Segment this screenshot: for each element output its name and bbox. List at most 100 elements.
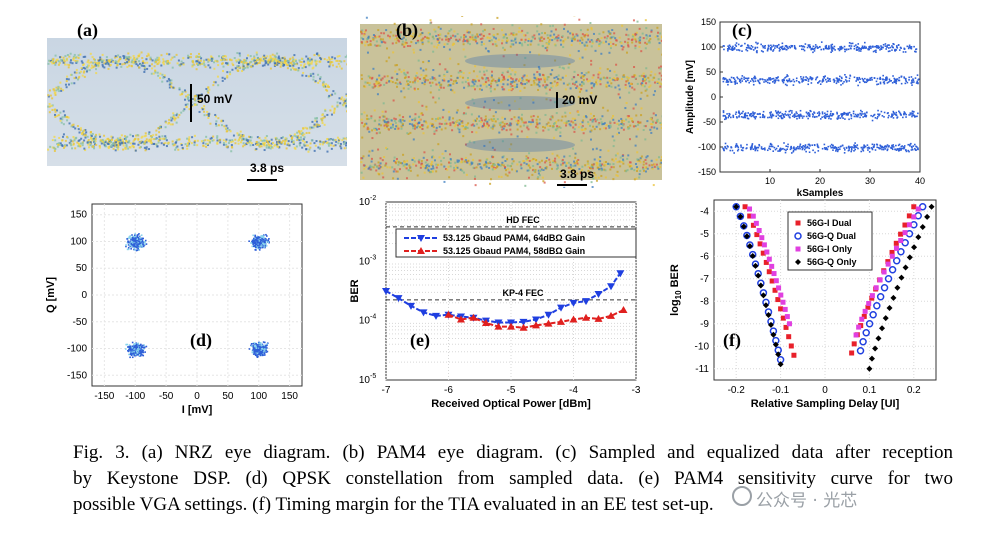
x-tick-label: 50 <box>222 391 234 402</box>
data-point <box>783 324 789 330</box>
data-point <box>861 313 867 319</box>
data-point <box>898 274 905 281</box>
constellation-cluster <box>124 341 148 359</box>
data-point <box>784 314 790 320</box>
x-axis-label: Received Optical Power [dBm] <box>431 398 591 410</box>
y-tick-label: -9 <box>700 319 709 330</box>
data-point <box>902 222 908 228</box>
data-point <box>594 290 603 298</box>
data-point <box>780 315 786 321</box>
y-tick-label: 10 <box>359 197 371 208</box>
data-point <box>742 204 748 210</box>
data-point <box>795 259 801 265</box>
data-point <box>763 259 769 265</box>
panel-a: (a) 50 mV 3.8 ps <box>47 16 347 188</box>
data-point <box>457 315 465 323</box>
caption-line-3: possible VGA settings. (f) Timing margin… <box>73 494 714 515</box>
data-point <box>893 245 899 251</box>
data-point <box>778 292 784 298</box>
data-point <box>753 220 759 226</box>
data-point <box>752 262 759 269</box>
panel-d: 150 100 50 0 -50 -100 -150 -150 -100 -50 0 50 100 150… <box>40 200 350 420</box>
timing-series <box>733 203 935 372</box>
data-point <box>757 241 763 247</box>
data-point <box>853 332 859 338</box>
data-point <box>886 305 893 311</box>
eye-width-annotation: 3.8 ps <box>250 161 285 175</box>
x-axis-label: Relative Sampling Delay [UI] <box>751 398 900 410</box>
x-tick-label: 150 <box>281 391 298 402</box>
caption-line-1: Fig. 3. (a) NRZ eye diagram. (b) PAM4 ey… <box>73 442 953 463</box>
watermark-icon <box>732 486 752 506</box>
data-point <box>766 256 772 262</box>
data-point <box>880 284 889 292</box>
y-tick-label: -6 <box>700 251 709 262</box>
data-point <box>869 295 875 301</box>
x-axis-label: I [mV] <box>182 404 213 416</box>
data-point <box>616 270 625 278</box>
data-point <box>873 285 879 291</box>
legend-entry: 56G-Q Only <box>807 257 857 267</box>
data-point <box>532 321 540 329</box>
y-tick-label: 10 <box>359 316 371 327</box>
y-tick-label: -7 <box>700 274 709 285</box>
panel-b: (b) 20 mV 3.8 ps <box>360 16 662 188</box>
data-point <box>869 293 875 299</box>
data-point <box>876 293 885 301</box>
data-point <box>769 263 775 269</box>
x-tick-label: 0 <box>194 391 200 402</box>
y-tick-label: -100 <box>698 142 716 152</box>
pam4-eye-diagram <box>360 16 662 188</box>
amplitude-level-band <box>722 41 918 54</box>
y-axis-label: BER <box>350 279 361 302</box>
y-tick-label: 10 <box>359 256 371 267</box>
data-point <box>862 308 868 314</box>
data-point <box>902 230 908 236</box>
data-point <box>782 306 788 312</box>
x-tick-label: 0.1 <box>862 385 876 396</box>
data-point <box>419 309 428 317</box>
data-point <box>544 319 553 327</box>
y-tick-label: 0 <box>711 92 716 102</box>
data-point <box>759 235 765 241</box>
legend-entry: 53.125 Gbaud PAM4, 58dBΩ Gain <box>443 246 585 256</box>
data-point <box>865 320 874 328</box>
data-point <box>740 223 747 230</box>
y-tick-label: 100 <box>70 236 87 247</box>
timing-series <box>747 206 921 338</box>
data-point <box>778 306 784 312</box>
series-line <box>385 272 622 324</box>
x-tick-label: 20 <box>815 176 825 186</box>
y-tick-exponent: -2 <box>370 195 376 202</box>
y-tick-label: -8 <box>700 296 709 307</box>
data-point <box>859 316 865 322</box>
data-point <box>519 318 528 326</box>
eye-width-arrow <box>247 179 277 181</box>
y-axis-label: log10 BER <box>669 264 683 316</box>
panel-f-label: (f) <box>723 330 741 350</box>
data-point <box>544 311 553 319</box>
data-point <box>743 233 750 240</box>
data-point <box>786 321 792 327</box>
data-point <box>750 213 756 219</box>
panel-b-label: (b) <box>396 20 418 40</box>
y-tick-label: -50 <box>73 317 88 328</box>
legend-entry: 56G-I Only <box>807 244 852 254</box>
data-point <box>928 203 935 210</box>
chart-legend: 56G-I Dual 56G-Q Dual 56G-I Only 56G-Q Only <box>787 211 873 271</box>
y-tick-label: -4 <box>700 206 709 217</box>
y-tick-label: -5 <box>700 229 709 240</box>
constellation-cluster <box>125 233 148 252</box>
data-point <box>607 311 615 319</box>
data-point <box>750 222 756 228</box>
data-point <box>889 249 895 255</box>
series-line <box>448 309 624 329</box>
data-point <box>494 322 503 330</box>
data-point <box>911 244 918 251</box>
data-point <box>777 361 784 368</box>
constellation-cluster <box>248 233 270 251</box>
data-point <box>866 365 873 372</box>
data-point <box>882 315 889 322</box>
legend-entry: 56G-Q Dual <box>807 231 856 241</box>
y-axis-label: Q [mV] <box>45 277 57 313</box>
